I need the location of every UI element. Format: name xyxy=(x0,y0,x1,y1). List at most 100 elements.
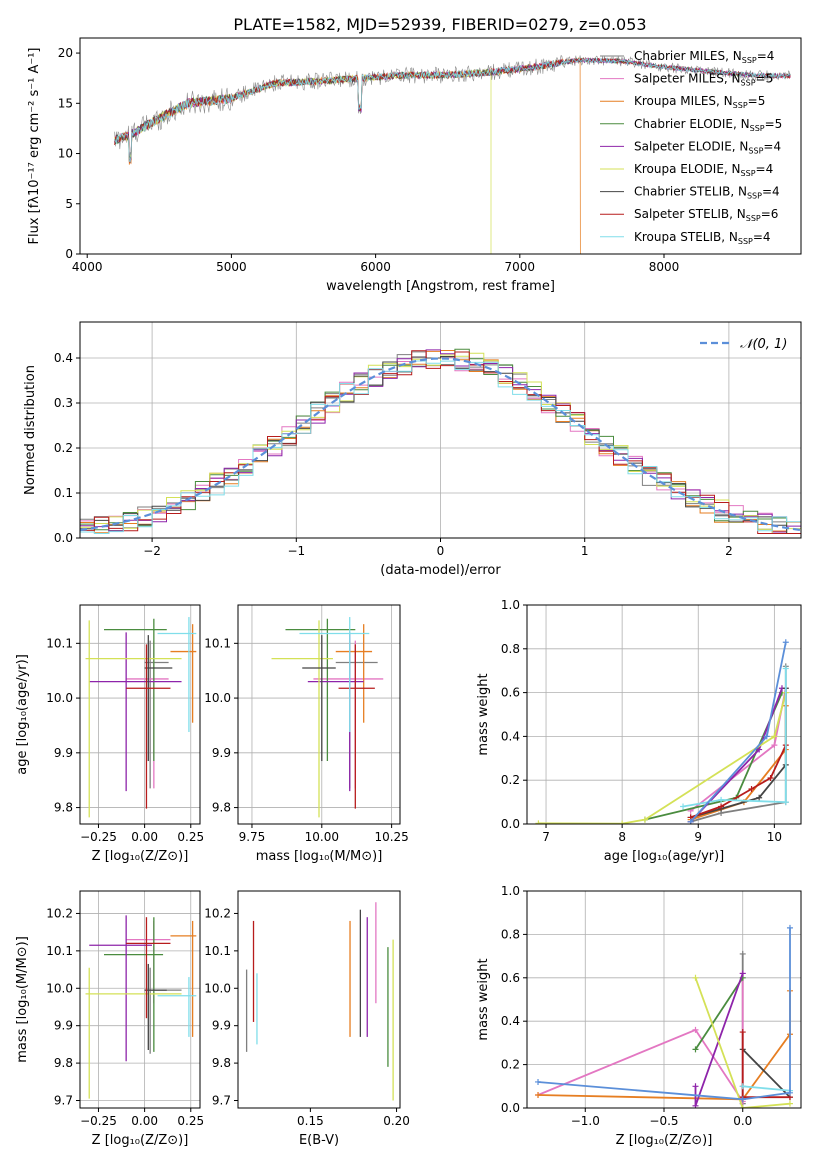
mass-weight-marker xyxy=(739,1083,746,1090)
y-tick-label: 0.2 xyxy=(501,773,520,787)
mass-weight-marker xyxy=(767,775,774,782)
x-tick-label: 9 xyxy=(694,830,702,844)
y-tick-label: 0.8 xyxy=(501,927,520,941)
y-tick-label: 10.0 xyxy=(46,691,73,705)
mass-weight-marker xyxy=(739,1105,746,1108)
y-tick-label: 0 xyxy=(65,247,73,261)
age-vs-z-panel: −0.25 0.00 0.25 9.8 9.9 10.0 10.1 Z [log₁₀(Z/Z⊙… xyxy=(15,604,204,864)
legend-entry: Kroupa STELIB, NSSP=4 xyxy=(634,230,771,246)
x-tick-label: −2 xyxy=(143,544,161,558)
y-tick-label: 10.0 xyxy=(46,981,73,995)
x-tick-label: 5000 xyxy=(216,260,247,274)
mass-weight-marker xyxy=(739,1029,746,1036)
mass-weight-marker xyxy=(692,1046,699,1053)
spectrum-series-line xyxy=(114,67,492,254)
y-tick-label: 0.4 xyxy=(54,351,73,365)
axes-frame xyxy=(79,37,802,255)
mass-weight-vs-z-panel: −1.0 −0.5 0.0 0.0 0.2 0.4 0.6 0.8 1.0 Z [log₁₀(Z/… xyxy=(476,884,802,1148)
y-tick-label: 1.0 xyxy=(501,884,520,898)
mass-weight-marker xyxy=(771,742,778,749)
y-tick-label: 10.0 xyxy=(204,981,231,995)
y-tick-label: 10.1 xyxy=(46,944,73,958)
x-axis-label: E(B-V) xyxy=(299,1133,339,1148)
age-vs-mass-panel: 9.75 10.00 10.25 9.8 9.9 10.0 10.1 mass [log₁₀(… xyxy=(204,604,409,864)
y-tick-label: 10.0 xyxy=(204,691,231,705)
x-tick-label: 7000 xyxy=(505,260,536,274)
y-axis-label: mass weight xyxy=(476,958,491,1040)
histogram-series xyxy=(80,349,801,533)
mass-weight-marker xyxy=(782,799,789,806)
x-axis-label: Z [log₁₀(Z/Z⊙)] xyxy=(92,1133,189,1148)
plot-area xyxy=(535,639,789,824)
mass-weight-marker xyxy=(692,1083,699,1090)
mass-weight-line xyxy=(694,977,791,1108)
x-axis-label: mass [log₁₀(M/M⊙)] xyxy=(256,849,383,864)
mass-weight-marker xyxy=(782,639,789,646)
y-tick-label: 0.6 xyxy=(501,971,520,985)
spectrum-panel: 4000 5000 6000 7000 8000 0 5 10 15 20 wavelength [… xyxy=(27,37,802,294)
y-tick-label: 9.8 xyxy=(212,1056,231,1070)
y-axis-label: age [log₁₀(age/yr)] xyxy=(15,654,30,775)
mass-weight-line xyxy=(537,927,791,1101)
y-tick-label: 9.9 xyxy=(212,1019,231,1033)
legend-entry: Kroupa ELODIE, NSSP=4 xyxy=(634,162,773,178)
y-tick-label: 0.0 xyxy=(54,531,73,545)
y-tick-label: 15 xyxy=(58,96,73,110)
y-axis-label: mass weight xyxy=(476,673,491,755)
mass-weight-marker xyxy=(718,796,725,803)
x-tick-label: 9.75 xyxy=(239,830,266,844)
legend-entry: Salpeter MILES, NSSP=5 xyxy=(634,72,773,88)
y-tick-label: 10 xyxy=(58,147,73,161)
axes-frame xyxy=(526,604,802,825)
y-tick-label: 9.8 xyxy=(54,801,73,815)
y-tick-label: 10.1 xyxy=(204,636,231,650)
mass-weight-marker xyxy=(786,1100,793,1107)
x-axis-label: age [log₁₀(age/yr)] xyxy=(604,849,725,864)
x-tick-label: 8000 xyxy=(649,260,680,274)
axes-frame xyxy=(79,890,201,1109)
mass-weight-marker xyxy=(692,974,699,981)
mass-weight-marker xyxy=(680,803,687,810)
axes-frame xyxy=(237,890,401,1109)
mass-weight-line xyxy=(537,973,744,1105)
x-tick-label: 0.25 xyxy=(177,1114,204,1128)
histogram-series xyxy=(80,356,801,534)
axes-frame xyxy=(79,604,201,825)
x-tick-label: −1.0 xyxy=(571,1114,600,1128)
x-tick-label: 10.00 xyxy=(305,830,339,844)
y-tick-label: 10.1 xyxy=(204,944,231,958)
mass-weight-marker xyxy=(782,665,789,672)
y-tick-label: 0.2 xyxy=(501,1058,520,1072)
mass-weight-line xyxy=(682,668,787,808)
y-tick-label: 0.0 xyxy=(501,817,520,831)
mass-weight-marker xyxy=(739,950,746,957)
mass-weight-line xyxy=(538,692,787,824)
plot-area xyxy=(535,924,793,1108)
y-tick-label: 10.1 xyxy=(46,636,73,650)
mass-weight-line xyxy=(694,977,744,1050)
normal-curve xyxy=(80,357,801,532)
x-axis-label: Z [log₁₀(Z/Z⊙)] xyxy=(616,1133,713,1148)
x-tick-label: 0.15 xyxy=(297,1114,324,1128)
y-tick-label: 5 xyxy=(65,197,73,211)
legend-entry: Chabrier MILES, NSSP=4 xyxy=(634,49,774,65)
plot-area xyxy=(271,617,384,818)
x-tick-label: 0 xyxy=(437,544,445,558)
mass-weight-marker xyxy=(756,794,763,801)
mass-weight-marker xyxy=(748,785,755,792)
y-axis-label: mass [log₁₀(M/M⊙)] xyxy=(15,936,30,1063)
y-tick-label: 9.8 xyxy=(54,1056,73,1070)
x-tick-label: 0.20 xyxy=(383,1114,410,1128)
mass-weight-marker xyxy=(771,733,778,740)
y-tick-label: 0.3 xyxy=(54,396,73,410)
x-axis-label: (data-model)/error xyxy=(380,563,501,578)
mass-weight-marker xyxy=(763,733,770,740)
spectrum-legend: Chabrier MILES, NSSP=4 Salpeter MILES, NS… xyxy=(600,49,782,246)
mass-weight-line xyxy=(742,1085,791,1092)
y-tick-label: 0.4 xyxy=(501,729,520,743)
plot-area xyxy=(80,348,801,534)
plot-area xyxy=(85,915,197,1099)
y-tick-label: 9.8 xyxy=(212,801,231,815)
x-tick-label: 6000 xyxy=(360,260,391,274)
x-tick-label: 4000 xyxy=(72,260,103,274)
